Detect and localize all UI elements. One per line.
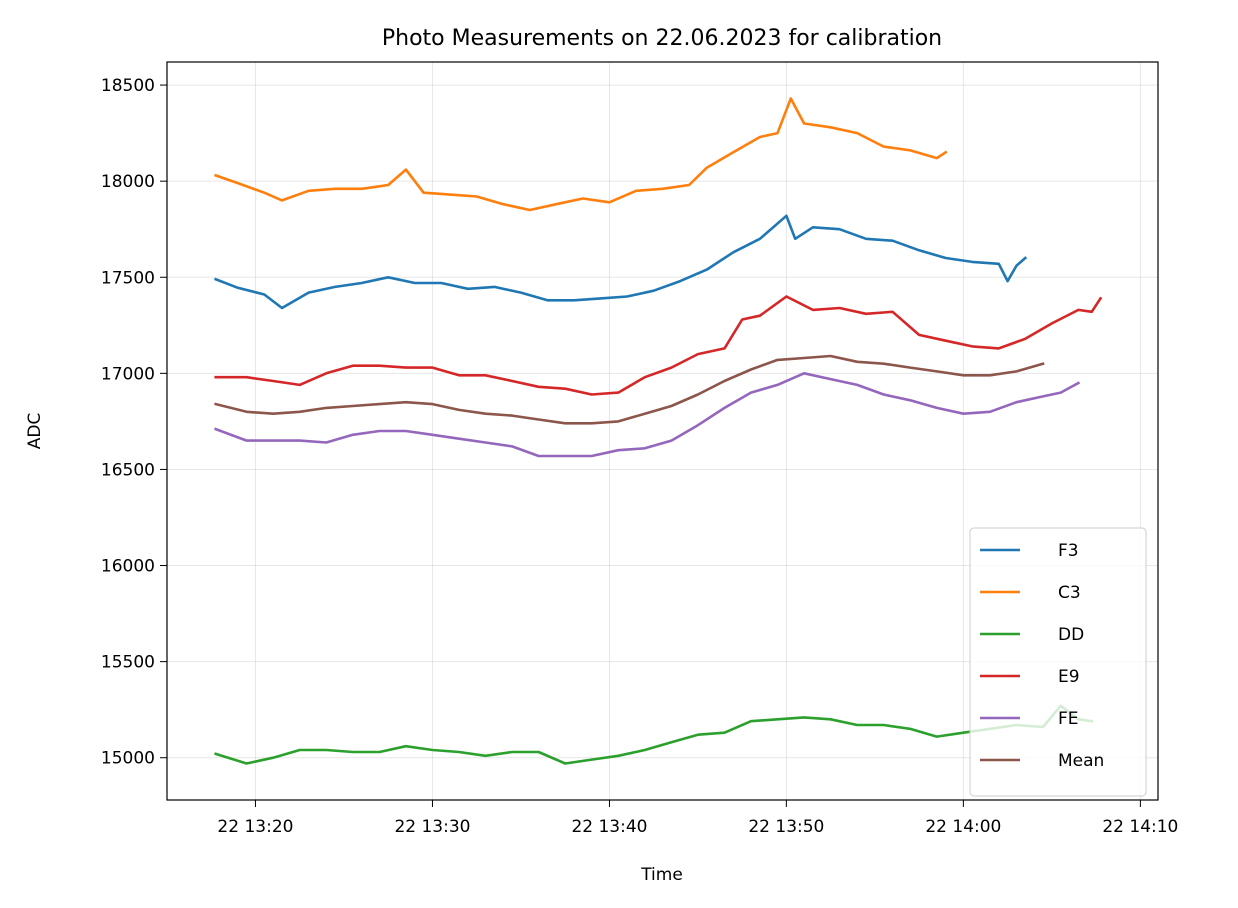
series-line-dd [214,704,1094,765]
x-axis-label: Time [640,865,683,885]
x-axis: 22 13:20 22 13:30 22 13:40 22 13:50 22 14:00… [217,800,1178,837]
chart-title: Photo Measurements on 22.06.2023 for cal… [382,26,942,51]
y-tick-label: 15000 [101,749,155,769]
y-tick-label: 16500 [101,460,155,480]
series-line-f3 [214,214,1028,310]
y-tick-label: 16000 [101,557,155,577]
y-tick-label: 15500 [101,653,155,673]
y-axis: 15000 15500 16000 16500 17000 17500 18000 18500 [101,76,167,769]
plot-frame [166,61,1159,801]
series-layer [214,97,1103,765]
y-tick-label: 17500 [101,268,155,288]
series-line-e9 [214,295,1103,396]
legend-box [969,527,1147,797]
x-tick-label: 22 13:40 [571,817,647,837]
legend-label: C3 [1058,583,1081,603]
y-axis-label: ADC [25,413,45,450]
legend-label: F3 [1058,541,1079,561]
series-line-mean [214,354,1045,425]
series-line-c3 [214,97,948,212]
legend-label: FE [1058,709,1079,729]
legend-label: E9 [1058,667,1080,687]
legend-label: Mean [1058,751,1104,771]
series-line-fe [214,371,1081,458]
legend: F3 C3 DD E9 FE Mean [969,527,1147,797]
x-tick-label: 22 13:50 [748,817,824,837]
x-tick-label: 22 13:20 [217,817,293,837]
y-tick-label: 18500 [101,76,155,96]
legend-label: DD [1058,625,1084,645]
x-tick-label: 22 14:10 [1102,817,1178,837]
grid [167,62,1158,800]
x-tick-label: 22 14:00 [925,817,1001,837]
x-tick-label: 22 13:30 [394,817,470,837]
y-tick-label: 18000 [101,172,155,192]
y-tick-label: 17000 [101,364,155,384]
